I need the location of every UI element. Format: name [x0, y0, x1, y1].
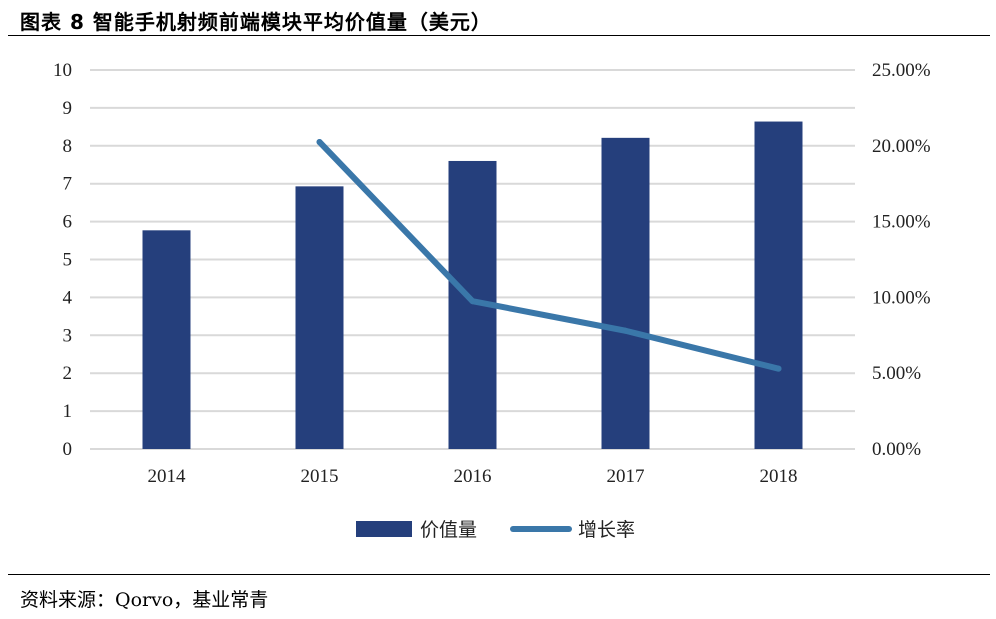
right-tick-label: 5.00% — [872, 363, 921, 384]
legend-label-line: 增长率 — [578, 519, 635, 541]
right-tick-label: 10.00% — [872, 287, 931, 308]
point-2015 — [316, 139, 323, 146]
bar-2015 — [295, 186, 344, 449]
bottom-rule — [8, 574, 990, 575]
left-tick-label: 7 — [63, 174, 73, 195]
combo-chart: 0 1 2 3 4 5 6 7 8 9 10 0.00% 5.00% 10.00% 15.00% 20.00… — [53, 60, 931, 541]
x-tick-label: 2017 — [607, 466, 645, 487]
right-tick-label: 20.00% — [872, 136, 931, 157]
x-tick-label: 2016 — [454, 466, 492, 487]
left-tick-label: 8 — [63, 136, 73, 157]
gridlines — [90, 69, 855, 450]
left-tick-label: 6 — [63, 212, 73, 233]
left-y-axis: 0 1 2 3 4 5 6 7 8 9 10 — [53, 60, 73, 460]
left-tick-label: 10 — [53, 60, 72, 81]
left-tick-label: 5 — [63, 250, 73, 271]
legend: 价值量 增长率 — [356, 519, 635, 541]
left-tick-label: 0 — [63, 439, 73, 460]
line-series-增长率 — [316, 139, 782, 372]
top-rule — [8, 35, 990, 36]
bar-2014 — [142, 230, 191, 449]
bar-series-价值量 — [142, 121, 803, 449]
legend-swatch-bar — [356, 521, 412, 537]
left-tick-label: 2 — [63, 363, 73, 384]
legend-label-bar: 价值量 — [420, 519, 477, 541]
left-tick-label: 9 — [63, 98, 73, 119]
point-2016 — [469, 298, 476, 305]
point-2018 — [775, 365, 782, 372]
right-tick-label: 15.00% — [872, 212, 931, 233]
x-tick-label: 2018 — [760, 466, 798, 487]
left-tick-label: 4 — [63, 287, 73, 308]
line-增长率 — [316, 139, 782, 372]
source-note: 资料来源：Qorvo，基业常青 — [20, 589, 269, 611]
figure-title: 图表 8 智能手机射频前端模块平均价值量（美元） — [20, 10, 492, 34]
bar-2017 — [601, 137, 650, 449]
x-tick-label: 2015 — [301, 466, 339, 487]
bar-2018 — [754, 121, 803, 449]
right-y-axis: 0.00% 5.00% 10.00% 15.00% 20.00% 25.00% — [872, 60, 931, 460]
x-axis: 2014 2015 2016 2017 2018 — [148, 466, 798, 487]
right-tick-label: 0.00% — [872, 439, 921, 460]
left-tick-label: 3 — [63, 325, 73, 346]
x-tick-label: 2014 — [148, 466, 187, 487]
left-tick-label: 1 — [63, 401, 73, 422]
point-2017 — [622, 327, 629, 334]
right-tick-label: 25.00% — [872, 60, 931, 81]
